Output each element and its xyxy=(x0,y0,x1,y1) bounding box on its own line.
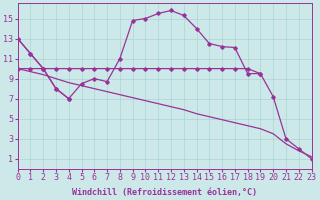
X-axis label: Windchill (Refroidissement éolien,°C): Windchill (Refroidissement éolien,°C) xyxy=(72,188,257,197)
